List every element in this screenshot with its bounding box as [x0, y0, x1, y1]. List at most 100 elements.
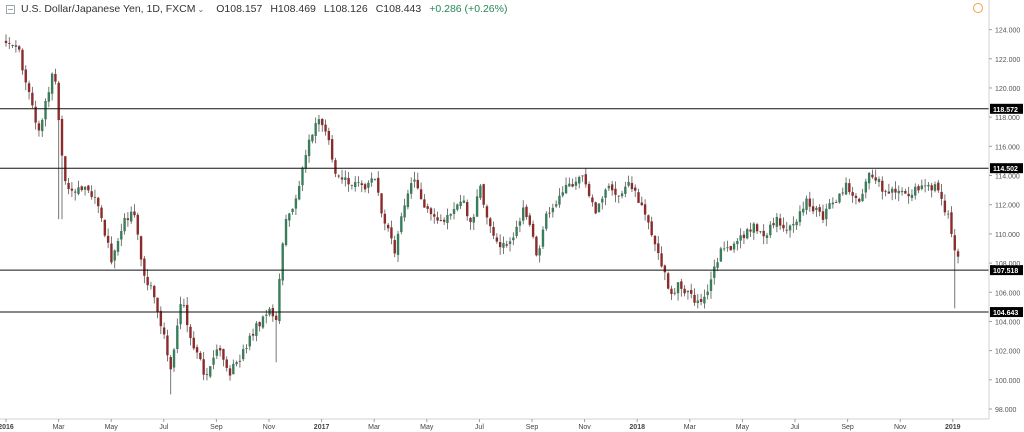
candle-body — [120, 231, 123, 240]
y-tick-label: 110.000 — [995, 232, 1020, 239]
candle-body — [722, 248, 726, 250]
candle-body — [321, 118, 324, 126]
candle-body — [24, 69, 27, 83]
candle-body — [139, 236, 143, 260]
candle-body — [920, 185, 924, 189]
candle-body — [594, 202, 597, 214]
candle-body — [742, 234, 746, 239]
candle-body — [44, 101, 47, 120]
candle-body — [900, 190, 904, 193]
candle-body — [831, 202, 835, 205]
candle-body — [41, 119, 44, 132]
candle-body — [284, 218, 288, 246]
candle-body — [755, 224, 759, 232]
candle-body — [456, 204, 459, 210]
candle-body — [410, 183, 413, 194]
candle-body — [27, 83, 31, 93]
candle-body — [222, 349, 225, 360]
candle-body — [334, 160, 337, 174]
y-tick-label: 102.000 — [995, 349, 1020, 356]
candle-body — [607, 185, 611, 189]
candle-body — [706, 291, 709, 296]
price-axis[interactable]: 98.000 100.000 102.000 104.000 106.000 108.00… — [988, 0, 1020, 419]
candle-body — [858, 198, 861, 202]
candle-body — [867, 172, 871, 184]
candle-body — [844, 182, 848, 195]
candle-body — [495, 237, 499, 242]
candle-body — [406, 193, 410, 208]
candle-body — [363, 184, 367, 190]
candle-body — [479, 185, 482, 198]
x-tick-label: Nov — [263, 424, 276, 431]
x-tick-label: Jul — [791, 424, 800, 431]
candle-body — [110, 243, 113, 263]
time-axis[interactable]: 2016 Mar May Jul Sep Nov 2017 Mar May Jul Sep Nov 20… — [0, 418, 989, 431]
gear-icon[interactable] — [973, 3, 983, 13]
candle-body — [864, 181, 868, 193]
candle-body — [17, 46, 21, 50]
chart-symbol-icon[interactable] — [6, 4, 15, 14]
x-tick-label: Sep — [210, 424, 223, 431]
candle-body — [914, 186, 917, 196]
candle-body — [785, 229, 788, 231]
x-tick-label: Jul — [475, 424, 484, 431]
candle-body — [861, 193, 864, 202]
candle-body — [630, 183, 634, 190]
close-value: C108.443 — [375, 3, 422, 15]
y-tick-label: 120.000 — [995, 86, 1020, 93]
x-tick-label: May — [420, 424, 434, 431]
candle-body — [802, 208, 805, 213]
candle-body — [492, 226, 495, 236]
candle-body — [531, 223, 535, 237]
candle-body — [258, 322, 261, 327]
candle-body — [485, 206, 489, 218]
symbol-title[interactable]: U.S. Dollar/Japanese Yen, 1D, FXCM — [21, 3, 196, 15]
y-tick-label: 112.000 — [995, 203, 1020, 210]
candle-body — [360, 183, 363, 186]
candle-body — [956, 251, 960, 257]
candle-body — [604, 189, 607, 198]
candle-body — [103, 219, 107, 236]
candle-body — [726, 247, 729, 249]
level-label: 107.518 — [993, 268, 1018, 275]
x-tick-label: Mar — [53, 424, 66, 431]
candle-body — [261, 316, 265, 328]
candle-body — [472, 216, 475, 223]
high-value: H108.469 — [270, 3, 316, 15]
x-tick-label: 2016 — [0, 424, 14, 431]
candle-body — [143, 258, 146, 276]
low-value: L108.126 — [323, 3, 368, 15]
candle-body — [597, 203, 601, 213]
candle-body — [538, 248, 541, 256]
candle-body — [739, 235, 742, 241]
candle-body — [647, 215, 650, 223]
candle-body — [759, 231, 762, 233]
y-tick-label: 98.000 — [995, 407, 1017, 414]
candle-body — [442, 219, 446, 222]
candle-body — [887, 191, 891, 194]
candle-body — [126, 218, 130, 221]
candle-body — [554, 204, 558, 207]
candle-body — [624, 186, 627, 194]
candle-body — [311, 134, 314, 142]
candle-body — [67, 182, 70, 190]
candle-body — [248, 335, 251, 347]
candle-body — [344, 177, 347, 180]
candle-body — [716, 262, 719, 268]
candle-body — [946, 213, 950, 215]
candle-body — [564, 185, 568, 194]
candle-body — [851, 192, 854, 196]
candle-body — [291, 208, 294, 213]
chevron-down-icon[interactable]: ⌄ — [197, 4, 205, 14]
candle-body — [581, 175, 584, 177]
candle-body — [212, 357, 215, 365]
candle-body — [676, 282, 680, 294]
candle-body — [848, 183, 851, 193]
candle-body — [314, 123, 317, 136]
candle-body — [841, 192, 844, 194]
candle-body — [393, 240, 396, 254]
candle-body — [657, 243, 660, 253]
candle-body — [765, 235, 769, 239]
candle-body — [423, 199, 426, 208]
